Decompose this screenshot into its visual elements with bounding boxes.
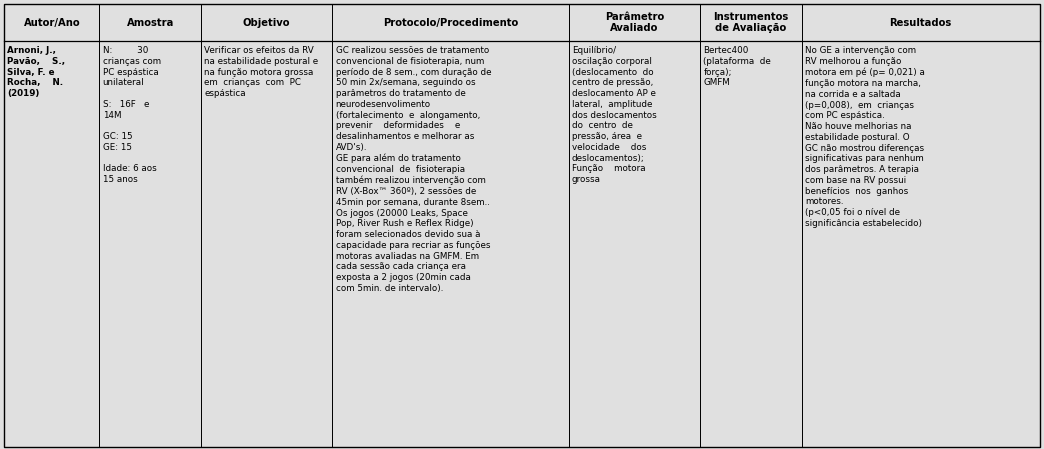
Text: Bertec400
(plataforma  de
força);
GMFM: Bertec400 (plataforma de força); GMFM [704, 46, 772, 88]
Text: Protocolo/Procedimento: Protocolo/Procedimento [383, 18, 518, 28]
Bar [701, 4, 802, 41]
Text: Autor/Ano: Autor/Ano [24, 18, 80, 28]
Text: GC realizou sessões de tratamento
convencional de fisioterapia, num
período de 8: GC realizou sessões de tratamento conven… [335, 46, 491, 293]
Bar [200, 4, 332, 41]
Text: Verificar os efeitos da RV
na estabilidade postural e
na função motora grossa
em: Verificar os efeitos da RV na estabilida… [204, 46, 318, 98]
Text: Parâmetro
Avaliado: Parâmetro Avaliado [604, 12, 664, 33]
Bar [99, 4, 200, 41]
Text: Equilíbrio/
oscilação corporal
(deslocamento  do
centro de pressão,
deslocamento: Equilíbrio/ oscilação corporal (deslocam… [572, 46, 657, 184]
Bar [332, 4, 569, 41]
Text: Objetivo: Objetivo [243, 18, 290, 28]
Text: N:         30
crianças com
PC espástica
unilateral

S:   16F   e
14M

GC: 15
GE:: N: 30 crianças com PC espástica unilater… [102, 46, 161, 184]
Text: Arnoni, J.,
Pavão,    S.,
Silva, F. e
Rocha,    N.
(2019): Arnoni, J., Pavão, S., Silva, F. e Rocha… [7, 46, 66, 98]
Text: Instrumentos
de Avaliação: Instrumentos de Avaliação [713, 12, 788, 33]
Bar [200, 41, 332, 447]
Bar [569, 4, 701, 41]
Text: No GE a intervenção com
RV melhorou a função
motora em pé (p= 0,021) a
função mo: No GE a intervenção com RV melhorou a fu… [805, 46, 925, 228]
Bar [802, 4, 1040, 41]
Bar [802, 41, 1040, 447]
Bar [332, 41, 569, 447]
Text: Resultados: Resultados [889, 18, 952, 28]
Bar [4, 41, 99, 447]
Bar [99, 41, 200, 447]
Text: Amostra: Amostra [126, 18, 174, 28]
Bar [701, 41, 802, 447]
Bar [569, 41, 701, 447]
Bar [4, 4, 99, 41]
